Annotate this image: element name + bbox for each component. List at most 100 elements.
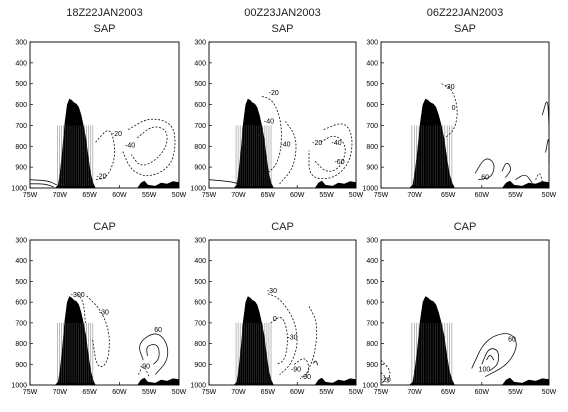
- contour-label: 60: [154, 327, 162, 334]
- contour-line-2: [474, 158, 495, 181]
- panel-field-title: CAP: [271, 221, 294, 233]
- y-tick-label: 900: [366, 362, 378, 369]
- x-tick-label: 55W: [508, 389, 523, 396]
- x-tick-label: 70W: [407, 389, 422, 396]
- y-tick-label: 700: [366, 123, 378, 130]
- x-tick-label: 75W: [23, 192, 38, 199]
- x-tick-label: 60W: [290, 192, 305, 199]
- contour-line-5: [30, 183, 54, 188]
- x-tick-label: 50W: [172, 389, 187, 396]
- contour-line-2: [481, 348, 500, 371]
- y-tick-label: 400: [194, 60, 206, 67]
- contour-label: -20: [312, 140, 322, 147]
- y-tick-label: 400: [366, 60, 378, 67]
- contour-label: 60: [481, 175, 489, 182]
- contour-label: -40: [332, 140, 342, 147]
- x-tick-label: 75W: [23, 389, 38, 396]
- contour-line-5: [312, 360, 319, 366]
- contour-label: -30: [287, 334, 297, 341]
- contour-line-3: [501, 162, 511, 178]
- contour-label: -60: [334, 159, 344, 166]
- y-tick-label: 800: [194, 144, 206, 151]
- y-tick-label: 600: [366, 102, 378, 109]
- x-tick-label: 50W: [542, 192, 557, 199]
- terrain-fill: [30, 296, 179, 385]
- x-tick-label: 75W: [374, 389, 389, 396]
- x-tick-label: 65W: [261, 192, 276, 199]
- contour-label: -20: [112, 131, 122, 138]
- chart-panel-1: 18Z22JAN2003SAP-20-40-203004005006007008…: [11, 7, 186, 199]
- x-tick-label: 60W: [475, 192, 490, 199]
- x-tick-label: 60W: [112, 192, 127, 199]
- y-tick-label: 800: [15, 341, 27, 348]
- y-tick-label: 300: [366, 40, 378, 47]
- contour-line-2: [270, 317, 288, 365]
- x-tick-label: 55W: [508, 192, 523, 199]
- y-tick-label: 1000: [362, 383, 378, 390]
- plot-frame: [208, 41, 357, 189]
- x-tick-label: 60W: [112, 389, 127, 396]
- x-tick-label: 50W: [349, 192, 364, 199]
- y-tick-label: 500: [15, 279, 27, 286]
- terrain-fill: [381, 296, 549, 385]
- contour-line-5: [138, 366, 150, 377]
- contour-label: -90: [291, 367, 301, 374]
- y-tick-label: 700: [366, 320, 378, 327]
- contour-line-7: [515, 174, 533, 184]
- y-tick-label: 800: [194, 341, 206, 348]
- x-tick-label: 50W: [542, 389, 557, 396]
- x-tick-label: 75W: [202, 192, 217, 199]
- y-tick-label: 400: [194, 258, 206, 265]
- contour-label: -20: [96, 174, 106, 181]
- y-tick-label: 600: [15, 300, 27, 307]
- contour-line-1: [471, 333, 517, 378]
- contour-line-5: [545, 139, 550, 163]
- y-tick-label: 900: [15, 362, 27, 369]
- y-tick-label: 1000: [11, 383, 27, 390]
- y-tick-label: 900: [194, 165, 206, 172]
- chart-panel-2: 00Z23JAN2003 SAP -20 -40 -40 -20 -40 -60 300 400 5…: [190, 7, 363, 199]
- contour-label: -30: [444, 84, 454, 91]
- contour-label: -40: [264, 118, 274, 125]
- y-tick-label: 700: [15, 123, 27, 130]
- y-tick-label: 300: [15, 40, 27, 47]
- contour-label: 0: [273, 316, 277, 323]
- contour-label: -90: [301, 374, 311, 381]
- contour-label: 60: [508, 337, 516, 344]
- x-tick-label: 55W: [319, 192, 334, 199]
- y-tick-label: 300: [15, 238, 27, 245]
- contour-line-1: [95, 130, 115, 181]
- contour-label: 0: [452, 105, 456, 112]
- y-tick-label: 500: [366, 81, 378, 88]
- contour-label: -300: [71, 292, 85, 299]
- y-tick-label: 800: [366, 341, 378, 348]
- x-tick-label: 65W: [82, 192, 97, 199]
- contour-label: -20: [381, 377, 391, 384]
- y-tick-label: 400: [366, 258, 378, 265]
- chart-panel-4: CAP -300 -30 60 -90 300 400 500 600 700 800 900 1000…: [11, 221, 186, 396]
- contour-line-5: [208, 179, 245, 187]
- terrain-fill: [209, 98, 356, 188]
- terrain-fill: [30, 98, 179, 188]
- y-tick-label: 300: [194, 40, 206, 47]
- y-tick-label: 1000: [190, 383, 206, 390]
- y-tick-label: 900: [194, 362, 206, 369]
- contour-line-1: [261, 95, 282, 178]
- contour-label: -90: [140, 363, 150, 370]
- terrain-fill: [381, 98, 549, 188]
- chart-panel-5: CAP -30 0 -30 -90-90 300 400 500 600 700 800 900 100…: [190, 221, 363, 396]
- y-tick-label: 600: [366, 300, 378, 307]
- contour-label: -30: [99, 310, 109, 317]
- y-tick-label: 500: [366, 279, 378, 286]
- contour-line-4: [305, 306, 318, 375]
- contour-label: -40: [125, 142, 135, 149]
- panel-date-title: 06Z22JAN2003: [427, 7, 503, 19]
- y-tick-label: 600: [15, 102, 27, 109]
- x-tick-label: 65W: [441, 192, 456, 199]
- contour-label: -40: [280, 141, 290, 148]
- y-tick-label: 600: [194, 300, 206, 307]
- y-tick-label: 300: [366, 238, 378, 245]
- contour-label: 100: [479, 367, 491, 374]
- panel-field-title: SAP: [93, 23, 115, 35]
- y-tick-label: 600: [194, 102, 206, 109]
